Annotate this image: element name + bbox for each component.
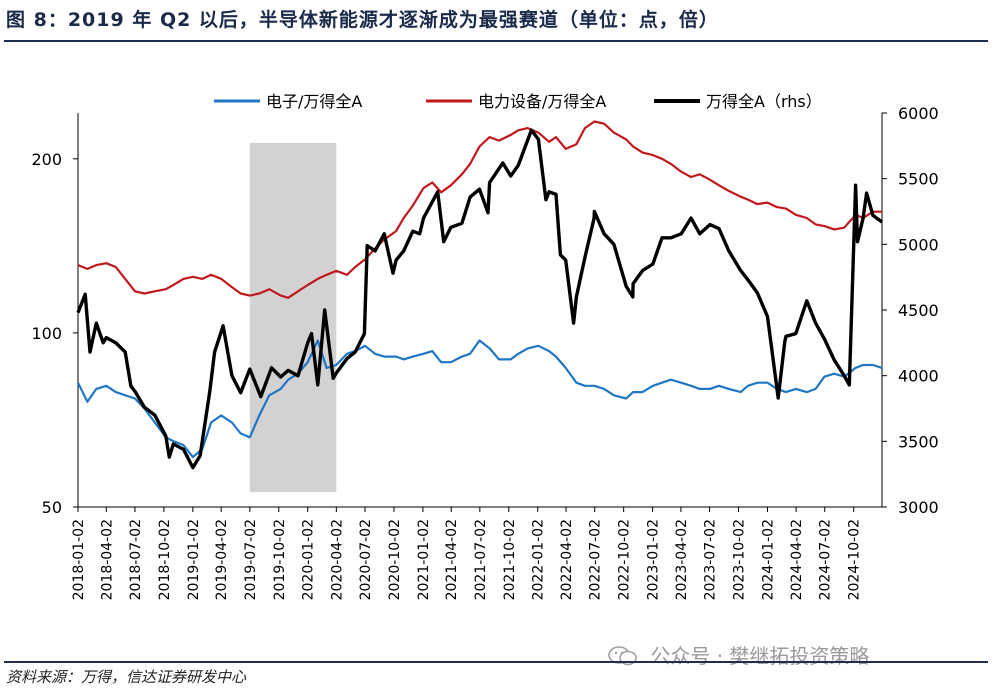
- series-line-1: [77, 339, 883, 459]
- x-tick-label: 2019-07-02: [243, 519, 259, 600]
- watermark-text: 公众号 · 樊继拓投资策略: [650, 644, 870, 668]
- x-tick-label: 2020-07-02: [358, 519, 374, 600]
- x-tick-label: 2020-04-02: [329, 519, 345, 600]
- x-tick-label: 2022-10-02: [617, 519, 633, 600]
- legend-label: 电子/万得全A: [266, 92, 362, 111]
- series-line-2: [77, 120, 882, 299]
- legend: 电子/万得全A 电力设备/万得全A 万得全A（rhs）: [214, 92, 822, 111]
- figure-title: 图 8：2019 年 Q2 以后，半导体新能源才逐渐成为最强赛道（单位：点，倍）: [6, 9, 719, 31]
- series-line-3: [76, 128, 883, 470]
- series-group: [76, 120, 883, 470]
- x-tick-label: 2018-10-02: [157, 519, 173, 600]
- x-tick-label: 2024-07-02: [818, 519, 834, 600]
- y-right-tick-label: 5500: [898, 170, 939, 189]
- x-tick-label: 2021-04-02: [444, 519, 460, 600]
- x-tick-label: 2023-04-02: [674, 519, 690, 600]
- x-tick-label: 2018-07-02: [128, 519, 144, 600]
- y-left-tick-label: 100: [31, 324, 62, 343]
- y-right-tick-label: 6000: [898, 104, 939, 123]
- x-tick-label: 2018-01-02: [71, 519, 87, 600]
- x-tick-label: 2019-04-02: [214, 519, 230, 600]
- x-tick-label: 2020-01-02: [301, 519, 317, 600]
- y-right-axis: 3000 3500 4000 4500 5000 5500 6000: [881, 104, 939, 517]
- x-tick-label: 2024-10-02: [847, 519, 863, 600]
- x-tick-label: 2023-01-02: [646, 519, 662, 600]
- y-right-tick-label: 3500: [898, 432, 939, 451]
- x-tick-label: 2019-01-02: [186, 519, 202, 600]
- x-tick-label: 2020-10-02: [387, 519, 403, 600]
- x-tick-label: 2022-01-02: [531, 519, 547, 600]
- shaded-region: [249, 143, 337, 492]
- y-left-tick-label: 200: [31, 150, 62, 169]
- legend-label: 电力设备/万得全A: [478, 92, 606, 111]
- y-right-tick-label: 4000: [898, 367, 939, 386]
- x-tick-label: 2021-10-02: [502, 519, 518, 600]
- footer-divider: [4, 661, 988, 663]
- title-divider: [4, 40, 988, 42]
- wechat-icon: [608, 646, 637, 666]
- x-tick-label: 2022-04-02: [559, 519, 575, 600]
- x-tick-label: 2024-04-02: [789, 519, 805, 600]
- y-right-tick-label: 4500: [898, 301, 939, 320]
- x-tick-label: 2024-01-02: [760, 519, 776, 600]
- x-tick-label: 2019-10-02: [272, 519, 288, 600]
- x-tick-label: 2022-07-02: [588, 519, 604, 600]
- x-tick-label: 2021-07-02: [473, 519, 489, 600]
- x-axis: 2018-01-02 2018-04-02 2018-07-02 2018-10-02…: [71, 506, 882, 600]
- y-left-tick-label: 50: [42, 498, 62, 517]
- y-right-tick-label: 3000: [898, 498, 939, 517]
- x-tick-label: 2021-01-02: [416, 519, 432, 600]
- y-right-tick-label: 5000: [898, 235, 939, 254]
- source-note: 资料来源：万得，信达证券研发中心: [6, 668, 247, 686]
- x-tick-label: 2018-04-02: [99, 519, 115, 600]
- x-tick-label: 2023-07-02: [703, 519, 719, 600]
- y-left-axis: 50 100 200: [31, 113, 79, 517]
- watermark: 公众号 · 樊继拓投资策略: [608, 640, 869, 669]
- x-tick-label: 2023-10-02: [732, 519, 748, 600]
- legend-label: 万得全A（rhs）: [706, 92, 822, 111]
